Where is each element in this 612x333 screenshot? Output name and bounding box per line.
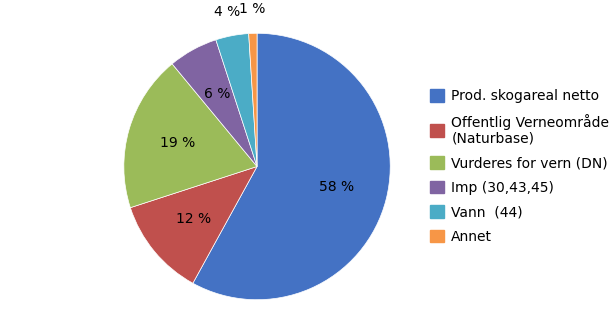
Wedge shape [124, 64, 257, 208]
Wedge shape [193, 33, 390, 300]
Text: 4 %: 4 % [214, 5, 241, 19]
Wedge shape [130, 166, 257, 283]
Text: 1 %: 1 % [239, 2, 265, 16]
Wedge shape [172, 40, 257, 166]
Legend: Prod. skogareal netto, Offentlig Verneområde
(Naturbase), Vurderes for vern (DN): Prod. skogareal netto, Offentlig Verneom… [430, 89, 610, 244]
Text: 19 %: 19 % [160, 137, 195, 151]
Text: 58 %: 58 % [319, 180, 354, 194]
Wedge shape [248, 33, 257, 167]
Text: 6 %: 6 % [204, 87, 231, 101]
Wedge shape [216, 34, 257, 167]
Text: 12 %: 12 % [176, 212, 211, 226]
